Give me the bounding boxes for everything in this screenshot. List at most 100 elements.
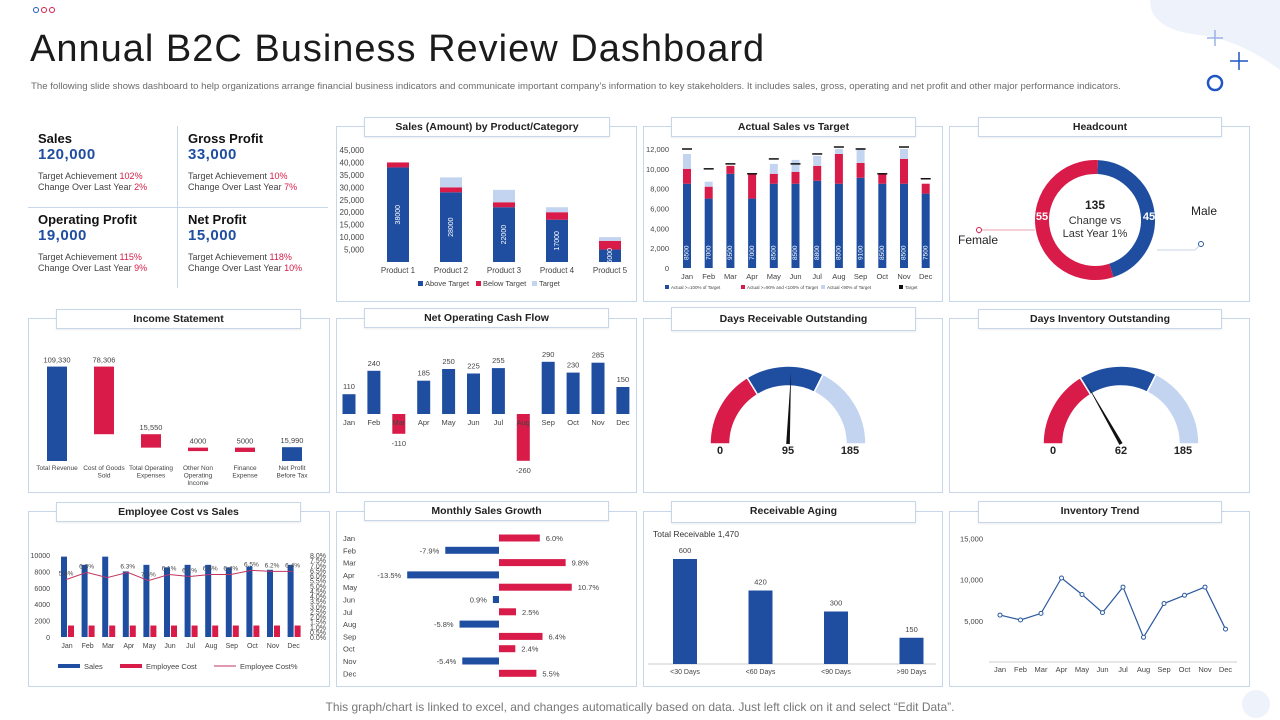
chart-title: Net Operating Cash Flow <box>364 308 609 328</box>
growth-bar <box>499 534 540 542</box>
x-tick-label: Sold <box>97 473 110 480</box>
legend-swatch <box>532 281 537 286</box>
inventory-point <box>1223 626 1228 632</box>
data-label: 600 <box>679 546 692 555</box>
data-label: 225 <box>467 362 480 371</box>
waterfall-bar <box>235 447 255 452</box>
y-tick-label: 25,000 <box>340 196 365 205</box>
y-tick-label: 20,000 <box>340 208 365 217</box>
kpi-gross-profit: Gross Profit 33,000 Target Achievement 1… <box>188 131 297 193</box>
y-tick-label: 45,000 <box>340 146 365 155</box>
aging-bar <box>673 559 697 664</box>
y-tick-label: Nov <box>343 657 357 666</box>
chart-title: Headcount <box>978 117 1222 137</box>
y-tick-label: 35,000 <box>340 171 365 180</box>
y-tick-label: 6,000 <box>650 205 669 214</box>
inventory-point <box>1161 601 1167 607</box>
donut-center-value: 135 <box>1085 198 1105 212</box>
sales-bar <box>164 567 170 637</box>
growth-bar <box>499 669 537 677</box>
data-label: 5000 <box>607 248 614 264</box>
bar-segment <box>769 183 778 268</box>
page-title: Annual B2C Business Review Dashboard <box>30 28 766 70</box>
corner-decoration-bottom <box>1242 690 1270 718</box>
data-label: 38000 <box>395 205 402 225</box>
x-tick-label: Nov <box>591 418 605 427</box>
y-tick-label-right: 3.5% <box>310 599 326 606</box>
bar-segment <box>440 187 462 193</box>
cash-flow-chart: 110 Jan 240 Feb -110 Mar 185 Apr 250 May 225 Jun 255… <box>342 350 630 475</box>
inventory-point <box>1182 592 1187 598</box>
gauge-needle <box>1085 381 1123 445</box>
legend-label: Employee Cost% <box>240 662 298 671</box>
sales-bar <box>122 571 129 637</box>
bar-segment <box>748 198 757 268</box>
cash-bar <box>392 414 406 434</box>
data-label: 9500 <box>727 245 734 260</box>
x-tick-label: Oct <box>876 272 889 281</box>
kpi-caption: Change Over Last Year <box>188 182 285 192</box>
cost-bar <box>88 625 95 637</box>
data-label: 6.4% <box>285 562 300 569</box>
data-label: 250 <box>442 357 455 366</box>
kpi-caption-value: 2% <box>134 182 148 192</box>
y-tick-label-right: 6.0% <box>310 574 326 581</box>
data-label: 230 <box>567 361 580 370</box>
legend-swatch <box>476 281 481 286</box>
bar-segment <box>440 177 462 188</box>
x-tick-label: Feb <box>702 272 715 281</box>
kpi-value: 19,000 <box>38 227 87 244</box>
slice-value: 55 <box>1036 211 1048 223</box>
y-tick-label: Jun <box>343 596 355 605</box>
kpi-caption: Change Over Last Year <box>188 263 285 273</box>
y-tick-label: 2000 <box>34 619 50 626</box>
x-tick-label: Product 2 <box>434 266 469 275</box>
kpi-label: Sales <box>38 131 72 146</box>
x-tick-label: Aug <box>517 418 530 427</box>
y-tick-label: 40,000 <box>340 158 365 167</box>
bar-segment <box>493 207 515 262</box>
x-tick-label: Jul <box>1118 665 1128 674</box>
data-label: 8500 <box>771 245 778 260</box>
x-tick-label: Nov <box>897 272 911 281</box>
legend-label: Target <box>539 279 561 288</box>
bar-segment <box>546 207 568 213</box>
bar-segment <box>791 159 800 172</box>
data-label: 6.1% <box>162 565 177 572</box>
bar-segment <box>791 171 800 184</box>
card-dro <box>643 318 943 493</box>
cash-bar <box>467 373 480 414</box>
bar-segment <box>813 165 822 181</box>
kpi-label: Net Profit <box>188 212 247 227</box>
bar-segment <box>387 167 409 262</box>
data-label: 6.4% <box>549 632 566 641</box>
bar-segment <box>921 193 930 268</box>
waterfall-bar <box>282 447 302 461</box>
y-tick-label: Feb <box>343 546 356 555</box>
data-label: -260 <box>516 466 531 475</box>
data-label: 255 <box>492 356 505 365</box>
gauge-band <box>1146 373 1200 445</box>
chart-title: Employee Cost vs Sales <box>56 502 301 522</box>
cash-bar <box>541 361 555 414</box>
y-tick-label-right: 0.5% <box>310 630 326 637</box>
x-tick-label: Jan <box>343 418 355 427</box>
inventory-point <box>1018 617 1023 623</box>
inventory-point <box>1079 591 1085 597</box>
cost-bar <box>253 625 260 637</box>
cash-bar <box>417 380 431 414</box>
y-tick-label: Oct <box>343 645 356 654</box>
x-tick-label: Jun <box>1096 665 1108 674</box>
sales-bar <box>267 569 273 637</box>
data-label: 8800 <box>814 245 821 260</box>
waterfall-bar <box>47 366 67 461</box>
x-tick-label: Other Non <box>183 465 213 472</box>
plus-icon <box>1230 52 1248 70</box>
kpi-caption-value: 115% <box>119 252 142 262</box>
data-label: 2.5% <box>522 608 539 617</box>
sales-bar <box>246 566 253 637</box>
card-income-statement <box>28 318 330 493</box>
kpi-net-profit: Net Profit 15,000 Target Achievement 118… <box>188 212 302 274</box>
y-tick-label-right: 4.5% <box>310 589 326 596</box>
gauge-band <box>1042 376 1092 445</box>
